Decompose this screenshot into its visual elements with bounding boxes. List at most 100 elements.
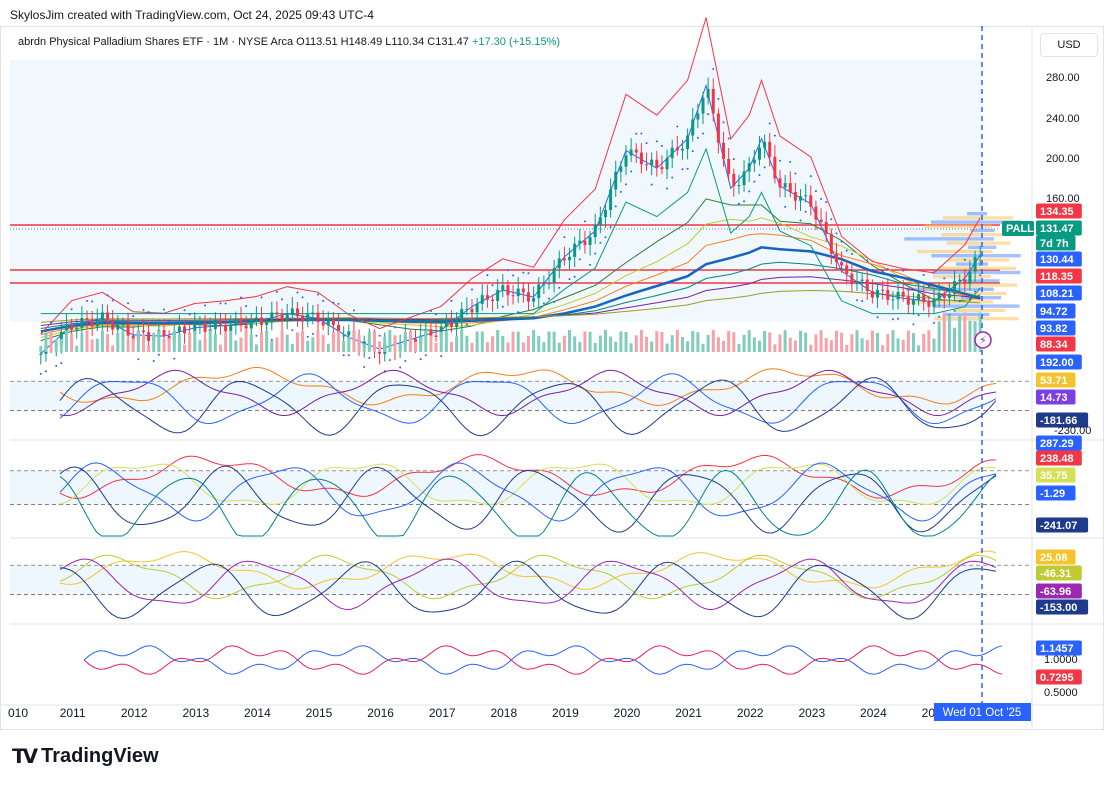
oscillator-2-band-fill	[10, 470, 980, 505]
parabolic-sar-dot	[609, 226, 612, 229]
parabolic-sar-dot	[814, 190, 817, 193]
parabolic-sar-dot	[332, 301, 335, 304]
parabolic-sar-dot	[240, 296, 242, 299]
parabolic-sar-dot	[804, 210, 807, 213]
candle-body	[819, 219, 823, 222]
parabolic-sar-dot	[522, 271, 525, 274]
candle-body	[516, 288, 520, 297]
parabolic-sar-dot	[891, 318, 894, 321]
parabolic-sar-dot	[517, 311, 520, 314]
volume-bar	[90, 339, 94, 352]
parabolic-sar-dot	[963, 258, 966, 261]
candle-body	[506, 285, 510, 296]
parabolic-sar-dot	[768, 122, 771, 125]
price-label: 134.35	[1040, 206, 1074, 218]
parabolic-sar-dot	[86, 299, 88, 302]
osc1-label-bg	[1036, 389, 1076, 405]
time-axis-tick: 2016	[367, 706, 394, 720]
parabolic-sar-dot	[491, 284, 494, 287]
volume-bar	[521, 342, 525, 352]
parabolic-sar-dot	[44, 370, 47, 373]
parabolic-sar-dot	[373, 318, 376, 321]
volume-bar	[152, 332, 156, 352]
volume-bar	[901, 339, 905, 352]
osc2-label: 287.29	[1040, 438, 1074, 450]
parabolic-sar-dot	[953, 309, 956, 312]
candle-body	[455, 321, 459, 327]
volume-bar	[911, 333, 915, 352]
candle-body	[213, 320, 217, 330]
parabolic-sar-dot	[506, 269, 509, 272]
volume-bar	[752, 337, 756, 352]
candle-body	[526, 292, 530, 302]
time-axis-tick: 2013	[182, 706, 209, 720]
volume-bar	[968, 320, 972, 352]
tradingview-logo-icon: 𝗧𝗩	[12, 746, 38, 768]
parabolic-sar-dot	[856, 299, 858, 302]
volume-bar	[603, 330, 607, 352]
tradingview-logo: 𝗧𝗩 TradingView	[12, 744, 159, 769]
candle-body	[742, 171, 746, 186]
volume-bar	[624, 331, 628, 352]
volume-bar	[809, 344, 813, 352]
candle-body	[342, 335, 346, 337]
volume-bar	[70, 333, 74, 352]
candle-body	[131, 335, 135, 340]
candle-body	[239, 318, 243, 326]
volume-bar	[804, 332, 808, 352]
osc3-label: 25.08	[1040, 552, 1068, 564]
volume-bar	[850, 334, 854, 352]
candle-body	[475, 303, 479, 313]
volume-profile-bar	[904, 237, 994, 241]
oscillator-3-line	[59, 550, 997, 591]
time-axis-tick: 2017	[429, 706, 456, 720]
volume-bar	[763, 330, 767, 352]
candle-body	[295, 308, 299, 317]
volume-bar	[629, 343, 633, 352]
volume-bar	[788, 337, 792, 352]
parabolic-sar-dot	[219, 302, 222, 305]
oscillator-1-line	[59, 377, 997, 437]
candle-body	[470, 308, 474, 313]
candle-body	[609, 189, 613, 211]
parabolic-sar-dot	[594, 252, 597, 255]
currency-selector[interactable]: USD	[1040, 33, 1098, 57]
candle-body	[557, 258, 561, 269]
parabolic-sar-dot	[707, 113, 710, 116]
candle-body	[932, 299, 936, 307]
oscillator-2-line	[59, 469, 997, 537]
parabolic-sar-dot	[486, 274, 489, 277]
candle-body	[650, 159, 654, 165]
volume-bar	[906, 330, 910, 352]
candle-body	[162, 330, 166, 336]
parabolic-sar-dot	[527, 272, 530, 275]
candle-body	[203, 323, 207, 332]
candle-body	[588, 237, 592, 245]
parabolic-sar-dot	[927, 285, 930, 288]
candle-body	[793, 191, 797, 201]
candle-body	[917, 294, 921, 300]
volume-bar	[49, 330, 53, 352]
parabolic-sar-dot	[650, 183, 653, 186]
volume-profile-bar	[931, 254, 1021, 258]
volume-bar	[562, 335, 566, 352]
volume-bar	[290, 344, 294, 352]
candle-body	[414, 338, 418, 344]
volume-bar	[44, 333, 48, 352]
volume-bar	[362, 343, 366, 352]
candle-body	[547, 282, 551, 285]
volume-bar	[932, 338, 936, 352]
volume-bar	[439, 331, 443, 352]
time-axis-tick: 010	[8, 706, 28, 720]
volume-bar	[434, 343, 438, 352]
symbol-legend[interactable]: abrdn Physical Palladium Shares ETF · 1M…	[18, 36, 560, 48]
candle-body	[95, 320, 99, 327]
volume-bar	[501, 335, 505, 352]
parabolic-sar-dot	[450, 299, 453, 302]
volume-bar	[917, 345, 921, 352]
candle-body	[229, 324, 233, 332]
parabolic-sar-dot	[691, 150, 694, 153]
parabolic-sar-dot	[465, 323, 468, 326]
volume-bar	[706, 334, 710, 352]
